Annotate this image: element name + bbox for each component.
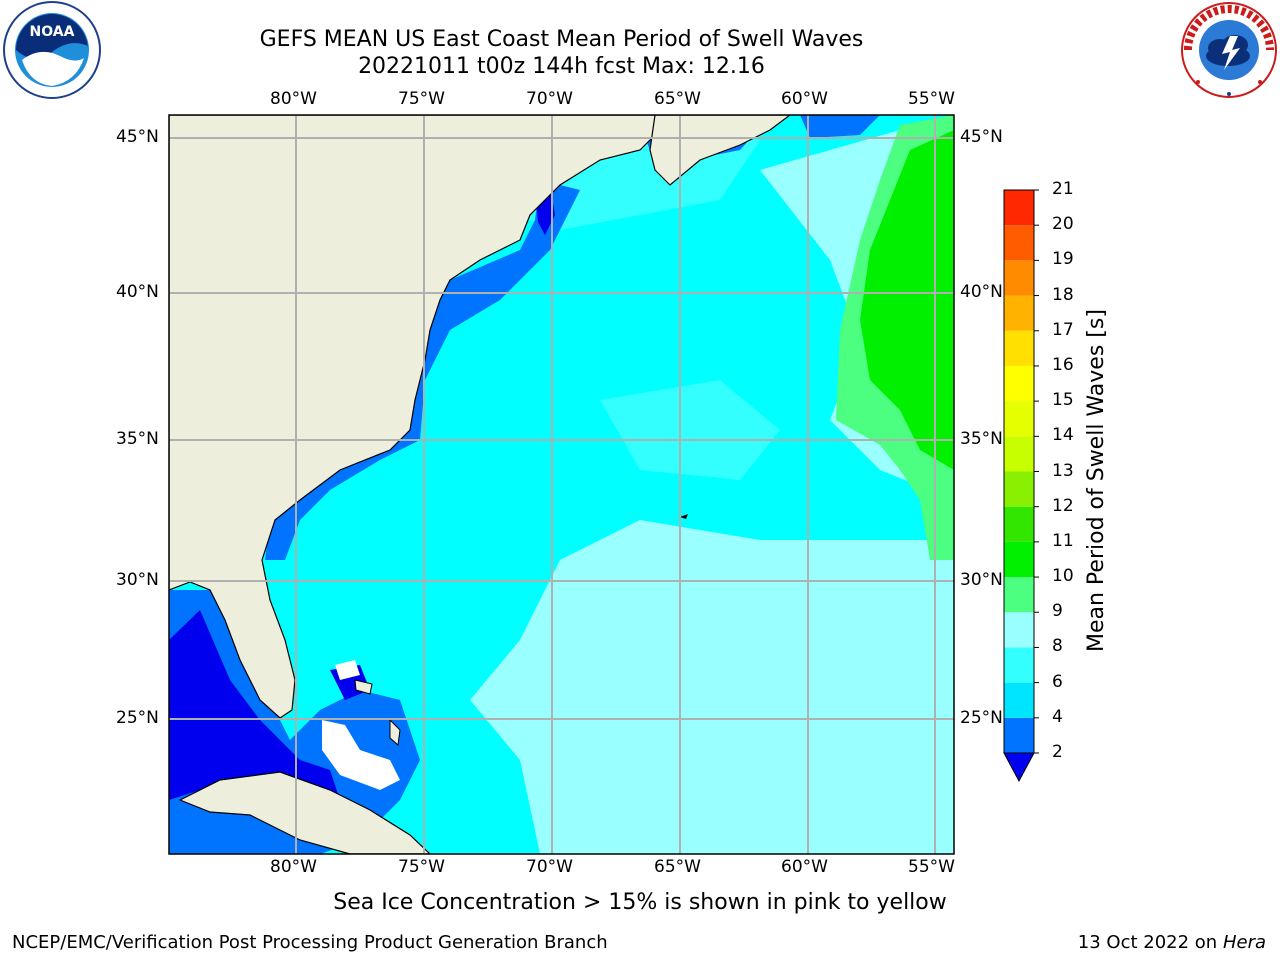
land-bahamas (354, 679, 373, 695)
lon-label-top: 65°W (654, 89, 701, 109)
field-8-9s-south (470, 520, 954, 854)
colorbar-segment (1004, 471, 1034, 507)
chart-title: GEFS MEAN US East Coast Mean Period of S… (259, 27, 864, 52)
land-cuba (178, 771, 431, 854)
nws-logo (1181, 2, 1277, 98)
colorbar-tick-label: 14 (1052, 425, 1074, 446)
colorbar-segment (1004, 577, 1034, 613)
land-maritimes (649, 115, 791, 186)
colorbar-title: Mean Period of Swell Waves [s] (1084, 309, 1109, 652)
colorbar-tick-label: 18 (1052, 284, 1074, 305)
svg-text:NOAA: NOAA (30, 24, 75, 40)
map-frame (168, 114, 955, 855)
colorbar-tick-label: 17 (1052, 319, 1074, 340)
land-bermuda (680, 514, 688, 519)
colorbar-tick-label: 19 (1052, 249, 1074, 270)
colorbar-segment (1004, 401, 1034, 437)
lat-label-left: 45°N (116, 127, 159, 147)
colorbar-tick-label: 2 (1052, 742, 1063, 762)
colorbar-tick-label: 15 (1052, 390, 1074, 411)
footer-host: Hera (1222, 932, 1266, 953)
field-10-11s (860, 130, 954, 470)
lon-label-bottom: 60°W (781, 857, 828, 877)
lat-label-right: 35°N (960, 429, 1003, 449)
lat-label-left: 30°N (116, 570, 159, 590)
lat-label-right: 40°N (960, 282, 1003, 302)
lon-label-bottom: 70°W (526, 857, 573, 877)
lat-label-left: 25°N (116, 708, 159, 728)
colorbar-tick-label: 11 (1052, 530, 1074, 551)
lon-label-top: 75°W (398, 89, 445, 109)
lon-label-bottom: 55°W (908, 857, 955, 877)
colorbar-segment (1004, 506, 1034, 542)
colorbar-tick-label: 4 (1052, 706, 1063, 727)
bahamas-banks (322, 720, 400, 790)
little-bahama-bank (335, 660, 360, 680)
lon-label-bottom: 65°W (654, 857, 701, 877)
lat-label-right: 30°N (960, 570, 1003, 590)
colorbar-segment (1004, 541, 1034, 578)
colorbar-segment (1004, 260, 1034, 296)
colorbar-tick-label: 12 (1052, 495, 1074, 516)
lon-label-top: 60°W (781, 89, 828, 109)
colorbar-segment (1004, 612, 1034, 648)
colorbar-segment (1004, 647, 1034, 683)
colorbar-tick-label: 8 (1052, 636, 1063, 657)
lat-label-right: 45°N (960, 127, 1003, 147)
colorbar-segment (1004, 225, 1034, 261)
colorbar-segment (1004, 682, 1034, 718)
field-2-4s-nova-scotia (800, 115, 880, 138)
field-6-8s-patch (600, 380, 780, 480)
field-under-2s-gulf (169, 610, 340, 820)
lon-label-bottom: 80°W (270, 857, 317, 877)
colorbar-tick-label: 10 (1052, 566, 1074, 587)
colorbar-tick-label: 13 (1052, 460, 1074, 481)
chart-subtitle: 20221011 t00z 144h fcst Max: 12.16 (358, 54, 765, 79)
footer-credit: NCEP/EMC/Verification Post Processing Pr… (12, 932, 608, 953)
graticule (169, 115, 954, 854)
colorbar-under-arrow (1003, 752, 1035, 783)
colorbar-tick-label: 16 (1052, 354, 1074, 375)
colorbar-tick-label: 6 (1052, 671, 1063, 692)
colorbar-tick-label: 9 (1052, 601, 1063, 622)
sea-ice-caption: Sea Ice Concentration > 15% is shown in … (333, 890, 947, 915)
colorbar-segment (1004, 190, 1034, 226)
lat-label-left: 40°N (116, 282, 159, 302)
colorbar-segment (1004, 436, 1034, 472)
footer-date-text: 13 Oct 2022 on (1077, 932, 1223, 953)
colorbar-segment (1004, 295, 1034, 331)
lon-label-top: 80°W (270, 89, 317, 109)
lat-label-right: 25°N (960, 708, 1003, 728)
land-bahamas-2 (389, 718, 401, 746)
colorbar (1003, 189, 1039, 783)
lat-label-left: 35°N (116, 429, 159, 449)
noaa-logo: NOAA (3, 1, 101, 99)
land-north-america (169, 115, 661, 719)
colorbar-tick-label: 21 (1052, 179, 1074, 199)
colorbar-tick-label: 20 (1052, 214, 1074, 235)
lon-label-bottom: 75°W (398, 857, 445, 877)
lon-label-top: 70°W (526, 89, 573, 109)
colorbar-segment (1004, 365, 1034, 402)
lon-label-top: 55°W (908, 89, 955, 109)
colorbar-segment (1004, 717, 1034, 753)
footer-date: 13 Oct 2022 on Hera (1078, 932, 1266, 953)
colorbar-segment (1004, 330, 1034, 366)
